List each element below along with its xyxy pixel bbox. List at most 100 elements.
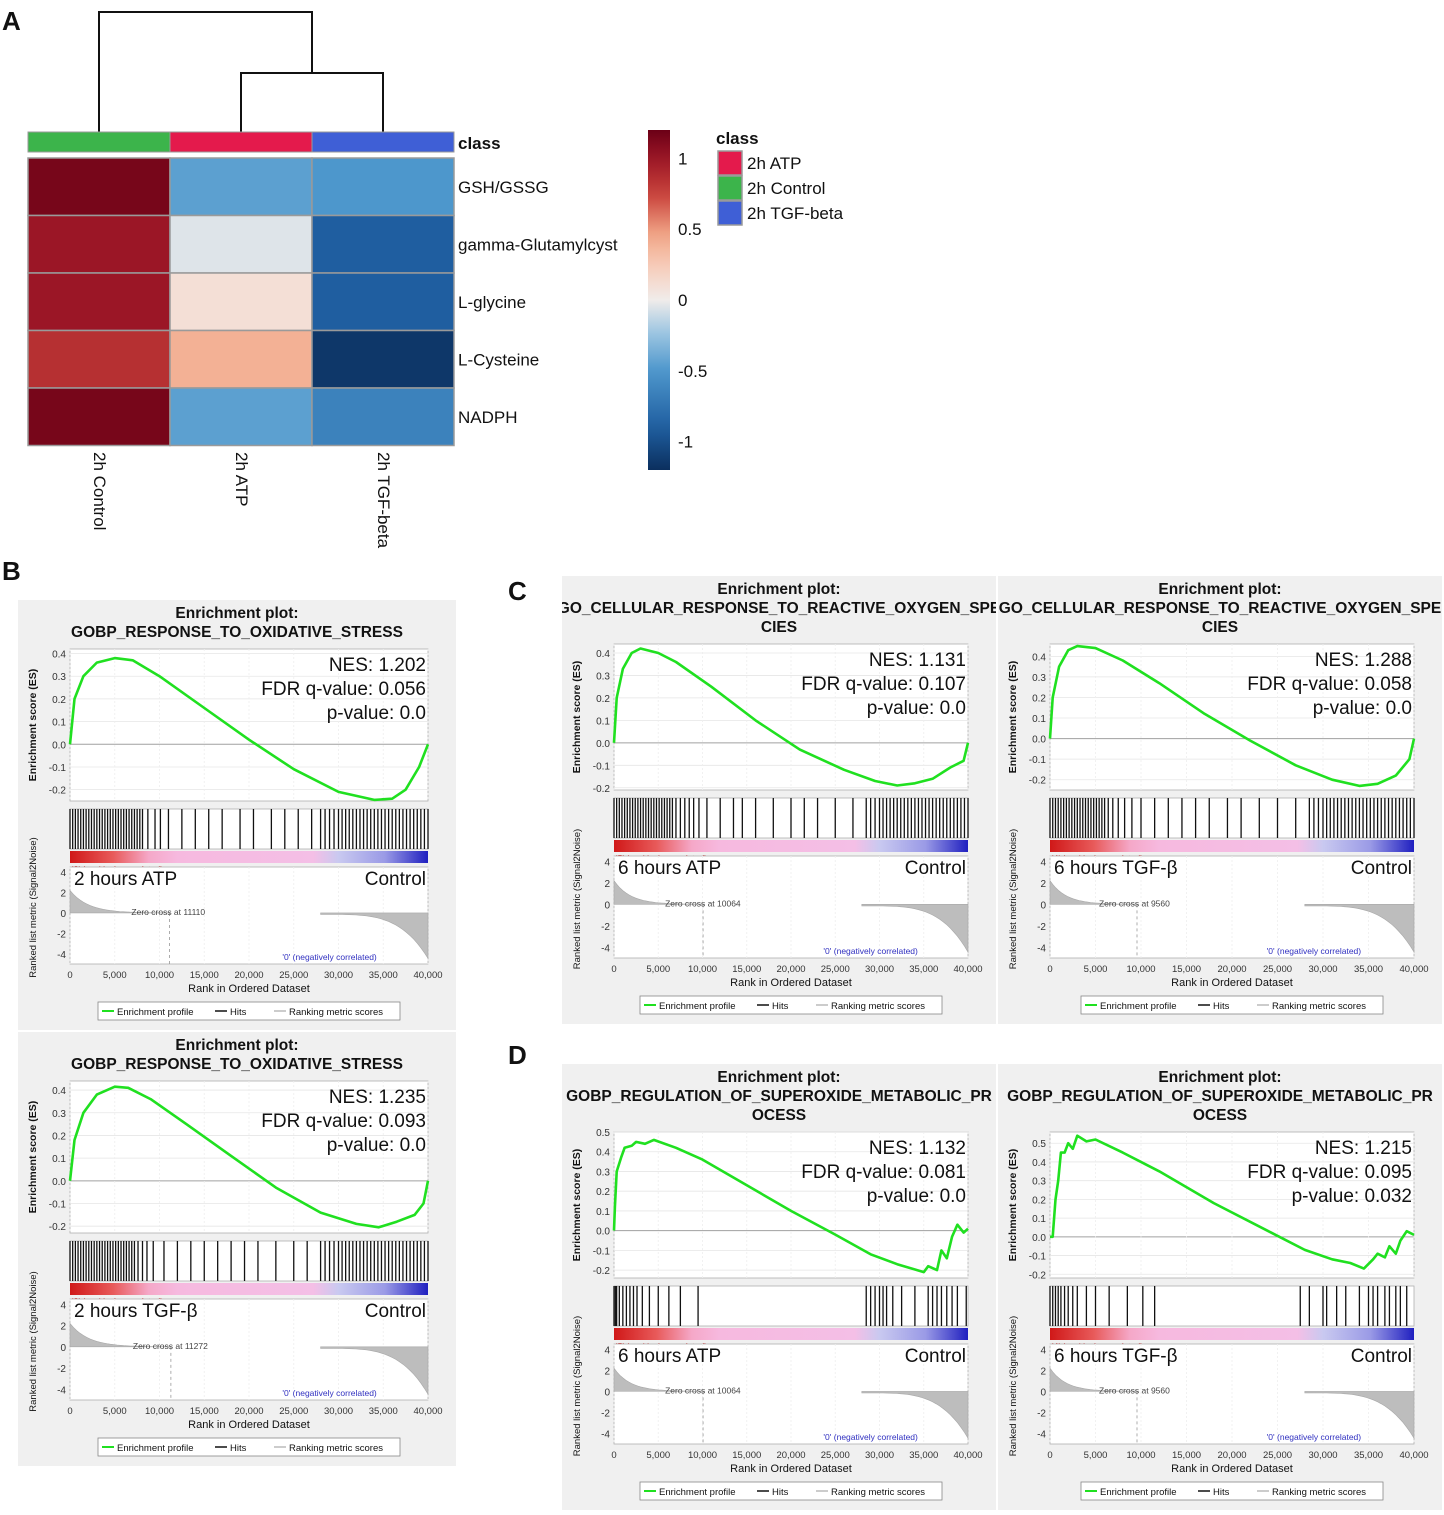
rank-tick-label: 2 bbox=[60, 1322, 66, 1333]
es-tick-label: -0.1 bbox=[49, 763, 67, 774]
es-tick-label: -0.1 bbox=[1029, 1252, 1047, 1263]
rank-tick-label: 4 bbox=[604, 857, 610, 868]
enrichment-stat: NES: 1.215 bbox=[1315, 1138, 1412, 1159]
rank-tick-label: -2 bbox=[57, 1364, 66, 1375]
rank-tick-label: -4 bbox=[1037, 943, 1046, 954]
x-tick-label: 15,000 bbox=[1172, 1450, 1201, 1461]
x-tick-label: 15,000 bbox=[732, 964, 761, 975]
heatmap-column-label: 2h ATP bbox=[232, 452, 251, 507]
enrichment-stat: p-value: 0.0 bbox=[867, 698, 966, 719]
phenotype-right-label: Control bbox=[1351, 1346, 1412, 1367]
gsea-panel-c2: Enrichment plot: GO_CELLULAR_RESPONSE_TO_… bbox=[998, 576, 1442, 1024]
panel-label-d: D bbox=[508, 1040, 527, 1070]
es-tick-label: 0.1 bbox=[596, 716, 610, 727]
legend-label-profile: Enrichment profile bbox=[1100, 1487, 1177, 1498]
colorbar-tick-label: -0.5 bbox=[678, 362, 707, 381]
negative-correlation-label: '0' (negatively correlated) bbox=[823, 946, 918, 956]
phenotype-left-label: 2 hours ATP bbox=[74, 869, 177, 890]
plot-title: Enrichment plot: bbox=[1158, 581, 1281, 598]
heatmap-cell bbox=[27, 329, 171, 389]
plot-title: GOBP_REGULATION_OF_SUPEROXIDE_METABOLIC_… bbox=[566, 1088, 992, 1105]
x-tick-label: 40,000 bbox=[1399, 964, 1428, 975]
es-tick-label: 0.3 bbox=[1032, 1177, 1046, 1188]
x-tick-label: 30,000 bbox=[865, 964, 894, 975]
x-tick-label: 10,000 bbox=[145, 1406, 174, 1417]
enrichment-stat: FDR q-value: 0.056 bbox=[261, 679, 426, 700]
legend-label-profile: Enrichment profile bbox=[117, 1007, 194, 1018]
es-tick-label: 0.0 bbox=[1032, 735, 1046, 746]
gsea-legend bbox=[97, 1437, 401, 1457]
heatmap-cell bbox=[27, 387, 171, 447]
x-tick-label: 20,000 bbox=[1217, 1450, 1246, 1461]
ranking-metric-positive bbox=[1049, 1367, 1138, 1392]
x-tick-label: 30,000 bbox=[1308, 1450, 1337, 1461]
x-tick-label: 35,000 bbox=[369, 1406, 398, 1417]
x-axis-label: Rank in Ordered Dataset bbox=[730, 977, 852, 989]
es-tick-label: 0.4 bbox=[1032, 652, 1046, 663]
es-axis-label: Enrichment score (ES) bbox=[571, 1149, 583, 1262]
colorbar-tick-label: 1 bbox=[678, 149, 687, 168]
x-tick-label: 5,000 bbox=[646, 964, 670, 975]
plot-title: GO_CELLULAR_RESPONSE_TO_REACTIVE_OXYGEN_… bbox=[562, 600, 996, 617]
x-tick-label: 25,000 bbox=[279, 970, 308, 981]
rank-tick-label: 0 bbox=[1040, 1387, 1046, 1398]
es-tick-label: 0.2 bbox=[1032, 1195, 1046, 1206]
heatmap-row-label: L-glycine bbox=[458, 293, 526, 312]
enrichment-stat: p-value: 0.0 bbox=[327, 703, 426, 724]
x-tick-label: 30,000 bbox=[1308, 964, 1337, 975]
es-tick-label: 0.3 bbox=[596, 1167, 610, 1178]
ranked-list-color-bar bbox=[614, 840, 968, 852]
es-tick-label: 0.5 bbox=[1032, 1139, 1046, 1150]
x-axis-label: Rank in Ordered Dataset bbox=[730, 1463, 852, 1475]
es-tick-label: -0.1 bbox=[593, 761, 611, 772]
es-tick-label: 0.1 bbox=[1032, 1214, 1046, 1225]
ranking-metric-negative bbox=[861, 1391, 969, 1440]
x-tick-label: 40,000 bbox=[413, 1406, 442, 1417]
rank-tick-label: 2 bbox=[60, 889, 66, 900]
heatmap-row-label: gamma-Glutamylcyst bbox=[458, 235, 618, 254]
phenotype-left-label: 6 hours TGF-β bbox=[1054, 858, 1178, 879]
es-axis-label: Enrichment score (ES) bbox=[27, 1101, 39, 1214]
x-tick-label: 20,000 bbox=[776, 1450, 805, 1461]
ranking-metric-positive bbox=[69, 889, 171, 914]
es-tick-label: 0.2 bbox=[596, 694, 610, 705]
heatmap-chart: class GSH/GSSG gamma-Glutamylcyst L-glycine… bbox=[27, 11, 844, 549]
phenotype-left-label: 2 hours TGF-β bbox=[74, 1301, 198, 1322]
gsea-panel-b1: Enrichment plot: GOBP_RESPONSE_TO_OXIDATI… bbox=[18, 600, 456, 1030]
rank-tick-label: -4 bbox=[1037, 1429, 1046, 1440]
x-tick-label: 15,000 bbox=[732, 1450, 761, 1461]
phenotype-left-label: 6 hours ATP bbox=[618, 858, 721, 879]
x-axis-label: Rank in Ordered Dataset bbox=[188, 983, 310, 995]
phenotype-left-label: 6 hours ATP bbox=[618, 1346, 721, 1367]
rank-axis-label: Ranked list metric (Signal2Noise) bbox=[28, 837, 39, 977]
rank-tick-label: 4 bbox=[1040, 857, 1046, 868]
zero-cross-label: Zero cross at 10064 bbox=[665, 1385, 741, 1395]
legend-label: 2h Control bbox=[747, 179, 825, 198]
enrichment-stat: p-value: 0.032 bbox=[1292, 1186, 1412, 1207]
rank-tick-label: 4 bbox=[60, 868, 66, 879]
x-tick-label: 10,000 bbox=[1126, 1450, 1155, 1461]
x-tick-label: 10,000 bbox=[1126, 964, 1155, 975]
es-tick-label: 0.2 bbox=[52, 1131, 66, 1142]
es-tick-label: 0.5 bbox=[596, 1128, 610, 1139]
legend-swatch bbox=[717, 200, 743, 226]
heatmap-cell bbox=[27, 157, 171, 217]
es-axis-label: Enrichment score (ES) bbox=[27, 669, 39, 782]
es-tick-label: 0.0 bbox=[596, 1227, 610, 1238]
gsea-legend bbox=[97, 1001, 401, 1021]
gsea-panel-c1: Enrichment plot: GO_CELLULAR_RESPONSE_TO_… bbox=[558, 576, 1000, 1024]
x-tick-label: 0 bbox=[611, 964, 616, 975]
zero-cross-label: Zero cross at 9560 bbox=[1099, 1385, 1170, 1395]
class-annotation-cell bbox=[27, 131, 171, 153]
enrichment-profile-line bbox=[68, 1085, 430, 1229]
rank-axis-label: Ranked list metric (Signal2Noise) bbox=[28, 1271, 39, 1411]
enrichment-profile-line bbox=[1048, 644, 1416, 788]
x-tick-label: 25,000 bbox=[1263, 964, 1292, 975]
colorbar bbox=[648, 130, 670, 470]
x-axis-label: Rank in Ordered Dataset bbox=[1171, 977, 1293, 989]
enrichment-stat: FDR q-value: 0.095 bbox=[1247, 1162, 1412, 1183]
ranking-metric-negative bbox=[1304, 1391, 1415, 1440]
es-tick-label: 0.4 bbox=[596, 649, 610, 660]
x-tick-label: 30,000 bbox=[865, 1450, 894, 1461]
legend-label-profile: Enrichment profile bbox=[1100, 1001, 1177, 1012]
